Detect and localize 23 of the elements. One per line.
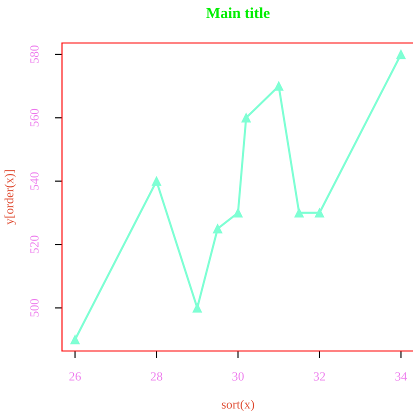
chart-title: Main title: [206, 7, 270, 18]
point: [294, 208, 304, 218]
point: [152, 176, 162, 186]
point: [241, 113, 251, 122]
y-tick-label: 580: [30, 46, 39, 64]
point: [274, 81, 284, 91]
x-tick-label: 30: [232, 372, 244, 381]
y-tick-label: 540: [30, 172, 39, 190]
point: [212, 224, 222, 234]
x-tick-label: 26: [69, 372, 81, 381]
point: [70, 334, 80, 344]
x-tick-label: 34: [395, 372, 408, 381]
y-axis-title: y[order(x)]: [4, 170, 16, 225]
point: [396, 50, 406, 60]
y-tick-label: 520: [30, 236, 39, 254]
y-tick-label: 500: [30, 299, 39, 317]
x-axis-title: sort(x): [222, 400, 254, 411]
y-tick-label: 560: [30, 108, 39, 126]
point: [314, 208, 324, 218]
x-tick-label: 28: [150, 372, 162, 381]
point: [233, 208, 243, 218]
point: [192, 303, 202, 313]
x-tick-label: 32: [314, 372, 326, 381]
